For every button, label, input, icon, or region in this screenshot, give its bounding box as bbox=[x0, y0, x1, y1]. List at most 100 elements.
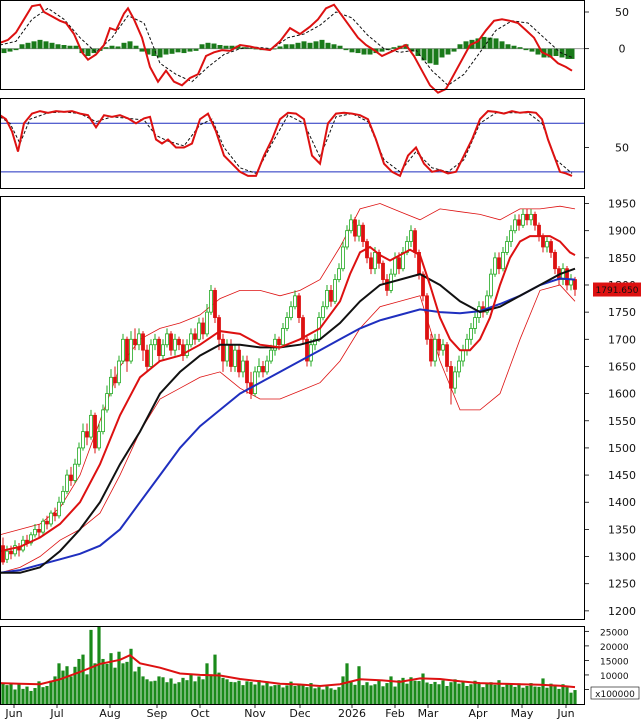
macd-histogram-bar bbox=[205, 42, 211, 49]
volume-bar bbox=[449, 682, 453, 704]
volume-bar bbox=[397, 680, 401, 704]
macd-histogram-bar bbox=[187, 48, 193, 52]
macd-histogram-bar bbox=[169, 48, 175, 54]
volume-bar bbox=[209, 674, 213, 704]
volume-bar bbox=[385, 683, 389, 704]
stochastic-panel-border bbox=[0, 98, 585, 189]
candle-body bbox=[485, 295, 489, 313]
x-axis: Jun Jul Aug Sep Oct Nov Dec 2026 Feb Mar Apr May Jun bbox=[4, 704, 575, 720]
macd-histogram-bar bbox=[19, 44, 25, 49]
volume-bar bbox=[13, 689, 17, 704]
candle-body bbox=[41, 520, 45, 533]
volume-bar bbox=[233, 682, 237, 704]
volume-bar bbox=[505, 683, 509, 704]
volume-bar bbox=[25, 686, 29, 704]
volume-bar bbox=[245, 681, 249, 704]
volume-bar bbox=[429, 683, 433, 704]
candle-body bbox=[45, 520, 49, 525]
volume-bar bbox=[177, 682, 181, 704]
volume-bar bbox=[241, 685, 245, 704]
macd-histogram-bar bbox=[565, 48, 571, 59]
volume-bar bbox=[93, 663, 97, 704]
volume-bar bbox=[321, 689, 325, 704]
volume-bar bbox=[377, 680, 381, 704]
macd-histogram-bar bbox=[451, 48, 457, 52]
candle-body bbox=[69, 474, 73, 481]
moving-average-slow bbox=[0, 277, 576, 574]
price-tick-label: 1650 bbox=[608, 360, 636, 373]
macd-histogram-bar bbox=[337, 45, 343, 49]
volume-bar bbox=[117, 651, 121, 704]
volume-bar bbox=[541, 678, 545, 704]
candle-body bbox=[193, 333, 197, 340]
candle-body bbox=[189, 333, 193, 346]
candle-body bbox=[461, 349, 465, 362]
candle-body bbox=[109, 376, 113, 395]
macd-histogram-bar bbox=[475, 38, 481, 49]
volume-bar bbox=[217, 672, 221, 704]
volume-bar bbox=[193, 681, 197, 704]
candle-body bbox=[529, 213, 533, 221]
candle-body bbox=[29, 534, 33, 544]
macd-histogram-bar bbox=[553, 48, 559, 56]
candle-body bbox=[521, 213, 525, 226]
candle-body bbox=[489, 273, 493, 297]
x-tick-label: Nov bbox=[244, 707, 266, 720]
candle-body bbox=[145, 349, 149, 367]
macd-tick-label: 50 bbox=[615, 6, 629, 19]
candle-body bbox=[201, 322, 205, 335]
price-y-axis: 1950190018501800175017001650160015501500… bbox=[584, 198, 636, 618]
moving-average-fast bbox=[0, 235, 576, 553]
x-tick-label: May bbox=[511, 707, 534, 720]
candlesticks bbox=[1, 208, 577, 565]
candle-body bbox=[329, 290, 333, 302]
macd-histogram-bar bbox=[283, 44, 289, 49]
volume-bar bbox=[77, 658, 81, 704]
volume-bar bbox=[365, 682, 369, 704]
macd-histogram-bar bbox=[367, 48, 373, 55]
last-price-tag-text: 1791.650 bbox=[596, 286, 639, 296]
price-tick-label: 1500 bbox=[608, 442, 636, 455]
candle-body bbox=[517, 219, 521, 226]
volume-bar bbox=[517, 683, 521, 704]
candle-body bbox=[49, 512, 53, 525]
macd-histogram-bar bbox=[175, 48, 181, 53]
macd-histogram-bar bbox=[535, 48, 541, 55]
volume-bar bbox=[197, 676, 201, 704]
macd-histogram-bar bbox=[569, 48, 575, 59]
macd-histogram-bar bbox=[529, 48, 535, 52]
volume-bar bbox=[485, 683, 489, 704]
macd-histogram-bar bbox=[127, 41, 133, 49]
macd-histogram-bar bbox=[247, 47, 253, 49]
x-tick-label: Aug bbox=[99, 707, 120, 720]
candle-body bbox=[9, 550, 13, 555]
macd-histogram-bar bbox=[295, 42, 301, 49]
candle-body bbox=[545, 241, 549, 248]
macd-histogram-bar bbox=[163, 48, 169, 55]
candle-body bbox=[357, 224, 361, 237]
candle-body bbox=[129, 338, 133, 362]
macd-histogram-bar bbox=[223, 45, 229, 49]
volume-bar bbox=[341, 676, 345, 704]
candle-body bbox=[469, 328, 473, 340]
candle-body bbox=[513, 219, 517, 232]
volume-bar bbox=[37, 681, 41, 704]
volume-bar bbox=[69, 676, 73, 704]
candle-body bbox=[297, 295, 301, 318]
candle-body bbox=[537, 224, 541, 237]
volume-bar bbox=[253, 684, 257, 704]
macd-histogram-bar bbox=[145, 48, 151, 55]
volume-bar bbox=[29, 690, 33, 704]
volume-bar bbox=[457, 683, 461, 704]
macd-histogram-bar bbox=[301, 41, 307, 49]
macd-histogram-bar bbox=[1, 48, 7, 54]
x-tick-label: Mar bbox=[418, 707, 439, 720]
macd-histogram-bar bbox=[49, 42, 55, 49]
macd-histogram-bar bbox=[217, 45, 223, 49]
candle-body bbox=[209, 290, 213, 313]
bollinger-lower-band bbox=[0, 284, 576, 574]
volume-bar bbox=[369, 685, 373, 704]
volume-bar bbox=[421, 673, 425, 704]
candle-body bbox=[525, 213, 529, 221]
candle-body bbox=[269, 349, 273, 362]
